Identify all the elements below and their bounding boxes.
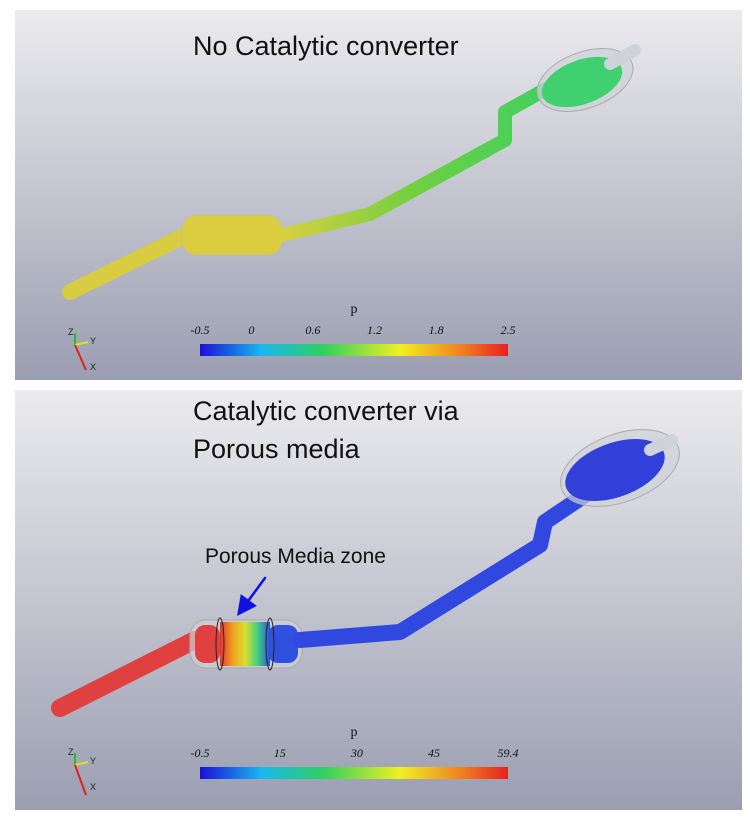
colorbar-tick-label: -0.5 [191, 746, 210, 760]
colorbar-tick-label: 15 [274, 746, 286, 760]
exhaust-model [62, 44, 641, 300]
colorbar-tick-label: -0.5 [191, 323, 210, 337]
exhaust-model [51, 429, 680, 717]
colorbar-tick-label: 30 [350, 746, 363, 760]
colorbar-tick-label: 1.8 [429, 323, 444, 337]
annotation: Porous Media zone [205, 545, 386, 568]
colorbar [200, 767, 508, 779]
colorbar [200, 344, 508, 356]
panel-title: No Catalytic converter [193, 31, 459, 61]
axis-triad [74, 753, 89, 796]
colorbar-tick-label: 0 [248, 323, 254, 337]
colorbar-tick-label: 45 [428, 746, 440, 760]
triad-label: Y [90, 336, 96, 346]
panel-title: Porous media [193, 434, 361, 464]
triad-label: Z [68, 747, 74, 757]
colorbar-label: p [351, 725, 358, 740]
triad-label: Y [90, 756, 96, 766]
panel-title: Catalytic converter via [193, 396, 460, 426]
triad-label: X [90, 362, 96, 372]
colorbar-tick-label: 1.2 [367, 323, 382, 337]
colorbar-tick-label: 59.4 [498, 746, 519, 760]
triad-label: Z [68, 327, 74, 337]
triad-label: X [90, 782, 96, 792]
axis-triad [74, 333, 89, 371]
colorbar-tick-label: 0.6 [305, 323, 320, 337]
colorbar-tick-label: 2.5 [501, 323, 516, 337]
colorbar-label: p [351, 302, 358, 317]
